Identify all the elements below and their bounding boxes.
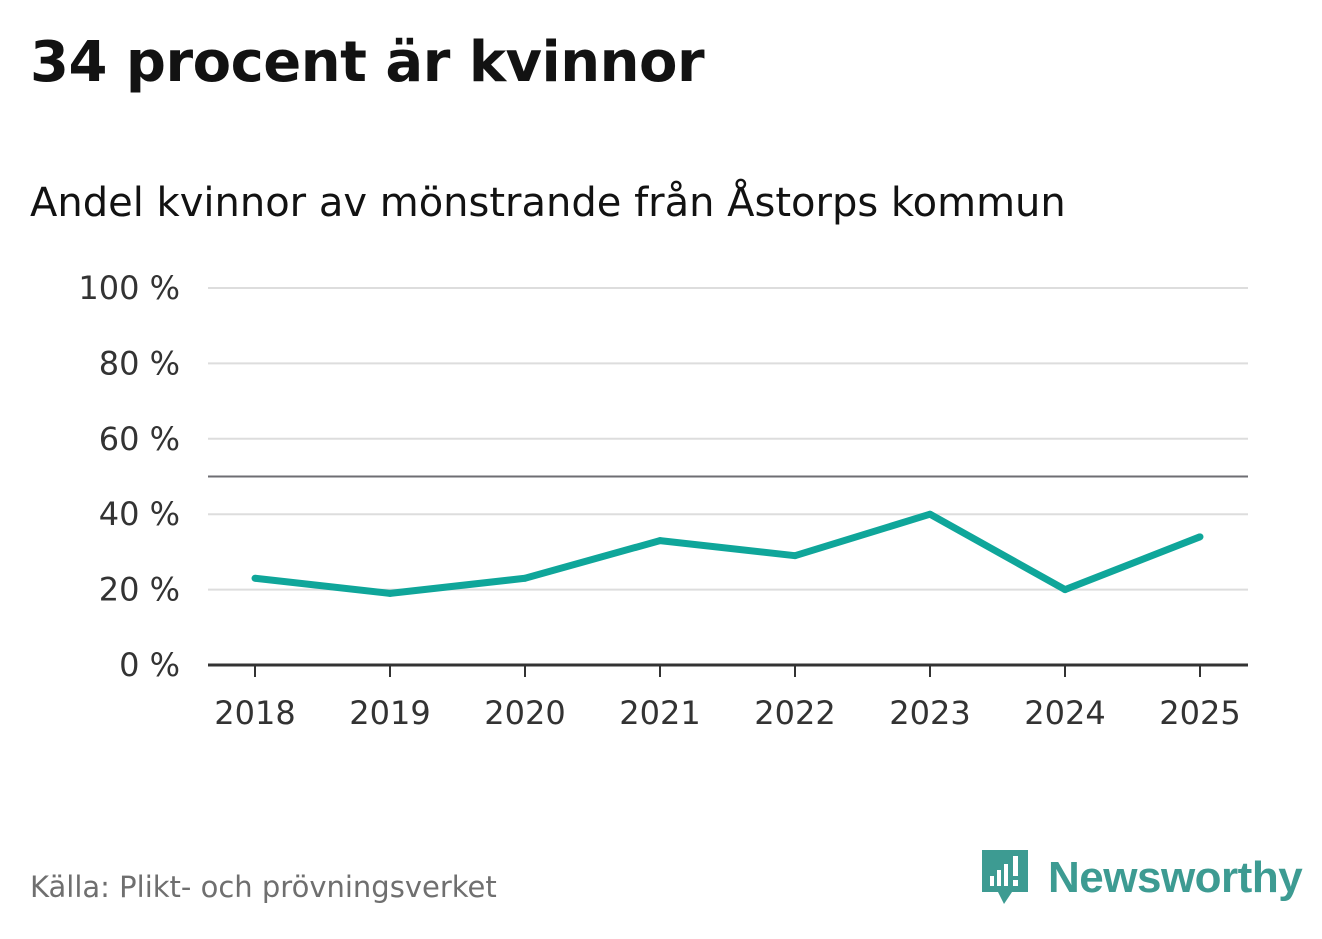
data-point — [656, 537, 664, 545]
newsworthy-logo-icon — [982, 850, 1028, 904]
x-tick-label: 2019 — [349, 694, 430, 732]
x-tick-label: 2020 — [484, 694, 565, 732]
data-point — [791, 552, 799, 560]
data-point — [926, 510, 934, 518]
x-tick-label: 2021 — [619, 694, 700, 732]
y-tick-label: 100 % — [78, 269, 180, 307]
x-tick-label: 2025 — [1159, 694, 1240, 732]
y-tick-label: 80 % — [99, 344, 180, 382]
data-point — [386, 589, 394, 597]
data-point — [1196, 533, 1204, 541]
line-chart: 0 % 20 % 40 % 60 % 80 % 100 % 2018 2019 2020 2021… — [78, 269, 1248, 732]
brand-logo: Newsworthy — [980, 848, 1303, 908]
data-point — [251, 574, 259, 582]
y-tick-label: 0 % — [119, 646, 180, 684]
x-tick-label: 2022 — [754, 694, 835, 732]
series-line — [254, 510, 1202, 597]
data-point — [521, 574, 529, 582]
x-tick-label: 2018 — [214, 694, 295, 732]
x-tick-label: 2024 — [1024, 694, 1105, 732]
brand-name: Newsworthy — [1048, 853, 1303, 902]
source-note: Källa: Plikt- och prövningsverket — [30, 870, 497, 904]
y-tick-label: 20 % — [99, 571, 180, 609]
chart-title: 34 procent är kvinnor — [30, 30, 705, 95]
data-point — [1061, 586, 1069, 594]
x-tick-label: 2023 — [889, 694, 970, 732]
y-tick-label: 40 % — [99, 495, 180, 533]
chart-subtitle: Andel kvinnor av mönstrande från Åstorps… — [30, 180, 1066, 226]
y-tick-label: 60 % — [99, 420, 180, 458]
